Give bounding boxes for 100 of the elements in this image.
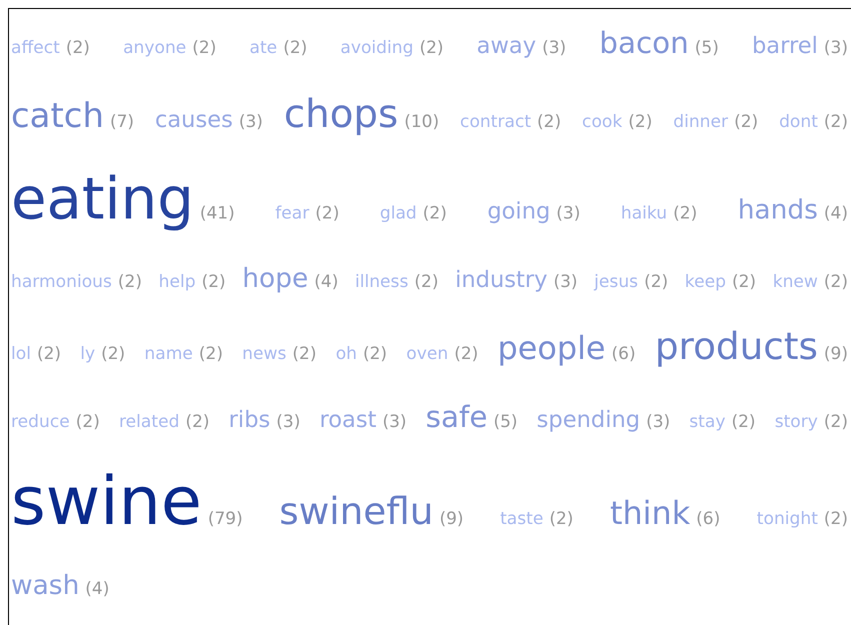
data-label: (2)	[734, 112, 758, 132]
category-label: cook	[582, 112, 622, 132]
data-label: (3)	[553, 272, 578, 292]
category-label: jesus	[593, 272, 638, 292]
data-label: (4)	[314, 272, 338, 292]
category-label: barrel	[752, 32, 818, 59]
category-label: reduce	[11, 412, 70, 432]
category-label: affect	[11, 38, 60, 58]
category-label: oh	[336, 344, 357, 364]
data-label: (41)	[200, 203, 235, 224]
category-label: tonight	[756, 508, 818, 529]
category-label: related	[118, 412, 180, 432]
data-label: (2)	[192, 38, 216, 58]
data-label: (2)	[292, 344, 316, 364]
data-label: (3)	[276, 412, 300, 432]
category-label: lol	[11, 344, 31, 364]
category-label: keep	[684, 272, 726, 292]
data-label: (5)	[493, 412, 518, 432]
data-label: (3)	[646, 412, 670, 432]
category-label: haiku	[620, 203, 668, 224]
data-label: (4)	[85, 579, 110, 600]
category-label: hope	[242, 262, 308, 294]
category-label: causes	[154, 106, 233, 133]
category-label: avoiding	[340, 38, 414, 58]
category-label: chops	[284, 92, 398, 137]
category-label: anyone	[123, 38, 186, 58]
data-label: (2)	[202, 272, 226, 292]
category-label: swineflu	[279, 488, 434, 533]
data-label: (2)	[673, 203, 698, 224]
category-label: products	[654, 324, 818, 368]
data-label: (2)	[118, 272, 142, 292]
data-label: (2)	[644, 272, 668, 292]
category-label: away	[476, 32, 536, 59]
category-label: safe	[426, 400, 488, 434]
category-label: stay	[689, 412, 726, 432]
category-label: roast	[319, 406, 377, 433]
data-label: (10)	[404, 112, 440, 132]
data-label: (2)	[454, 344, 478, 364]
category-label: bacon	[599, 26, 689, 60]
category-label: taste	[500, 508, 544, 529]
data-label: (2)	[824, 112, 848, 132]
category-label: hands	[738, 194, 818, 226]
category-label: illness	[354, 272, 408, 292]
data-label: (3)	[542, 38, 566, 58]
category-label: ribs	[228, 406, 270, 433]
category-label: fear	[275, 203, 310, 224]
data-label: (2)	[824, 412, 848, 432]
data-label: (9)	[824, 344, 848, 364]
data-label: (9)	[439, 508, 464, 529]
data-label: (2)	[283, 38, 308, 58]
data-label: (6)	[696, 508, 720, 529]
data-label: (6)	[612, 344, 636, 364]
data-label: (2)	[76, 412, 100, 432]
category-label: harmonious	[11, 272, 112, 292]
data-label: (2)	[185, 412, 210, 432]
data-label: (2)	[537, 112, 562, 132]
category-label: oven	[406, 344, 448, 364]
data-label: (79)	[208, 508, 243, 529]
category-label: dont	[779, 112, 818, 132]
data-label: (3)	[556, 203, 580, 224]
data-label: (3)	[824, 38, 848, 58]
data-label: (2)	[731, 412, 756, 432]
category-label: spending	[536, 406, 640, 433]
category-label: industry	[455, 266, 548, 293]
data-label: (2)	[422, 203, 447, 224]
category-label: swine	[11, 462, 202, 540]
category-label: knew	[772, 272, 818, 292]
data-label: (2)	[362, 344, 388, 364]
category-label: contract	[460, 112, 532, 132]
category-label: wash	[11, 570, 80, 602]
data-label: (2)	[101, 344, 126, 364]
data-label: (2)	[549, 508, 574, 529]
category-label: story	[774, 412, 818, 432]
category-label: ly	[80, 344, 96, 364]
category-label: news	[242, 344, 286, 364]
category-label: ate	[249, 38, 278, 58]
data-label: (2)	[824, 272, 848, 292]
data-label: (2)	[824, 508, 848, 529]
category-label: eating	[11, 164, 194, 232]
category-label: think	[610, 494, 691, 532]
category-label: name	[144, 344, 193, 364]
data-label: (3)	[382, 412, 407, 432]
category-label: people	[497, 329, 606, 368]
data-label: (7)	[110, 112, 134, 132]
data-label: (3)	[238, 112, 263, 132]
category-label: glad	[380, 203, 417, 224]
data-label: (2)	[732, 272, 756, 292]
data-label: (2)	[36, 344, 62, 364]
data-label: (2)	[628, 112, 652, 132]
category-label: going	[487, 198, 550, 224]
data-label: (2)	[315, 203, 340, 224]
category-label: dinner	[673, 112, 730, 132]
data-label: (5)	[694, 38, 719, 58]
data-label: (2)	[419, 38, 444, 58]
data-label: (2)	[66, 38, 90, 58]
category-label: help	[158, 272, 196, 292]
data-label: (2)	[414, 272, 438, 292]
data-label: (4)	[824, 203, 848, 224]
category-label: catch	[11, 96, 104, 136]
data-label: (2)	[198, 344, 223, 364]
